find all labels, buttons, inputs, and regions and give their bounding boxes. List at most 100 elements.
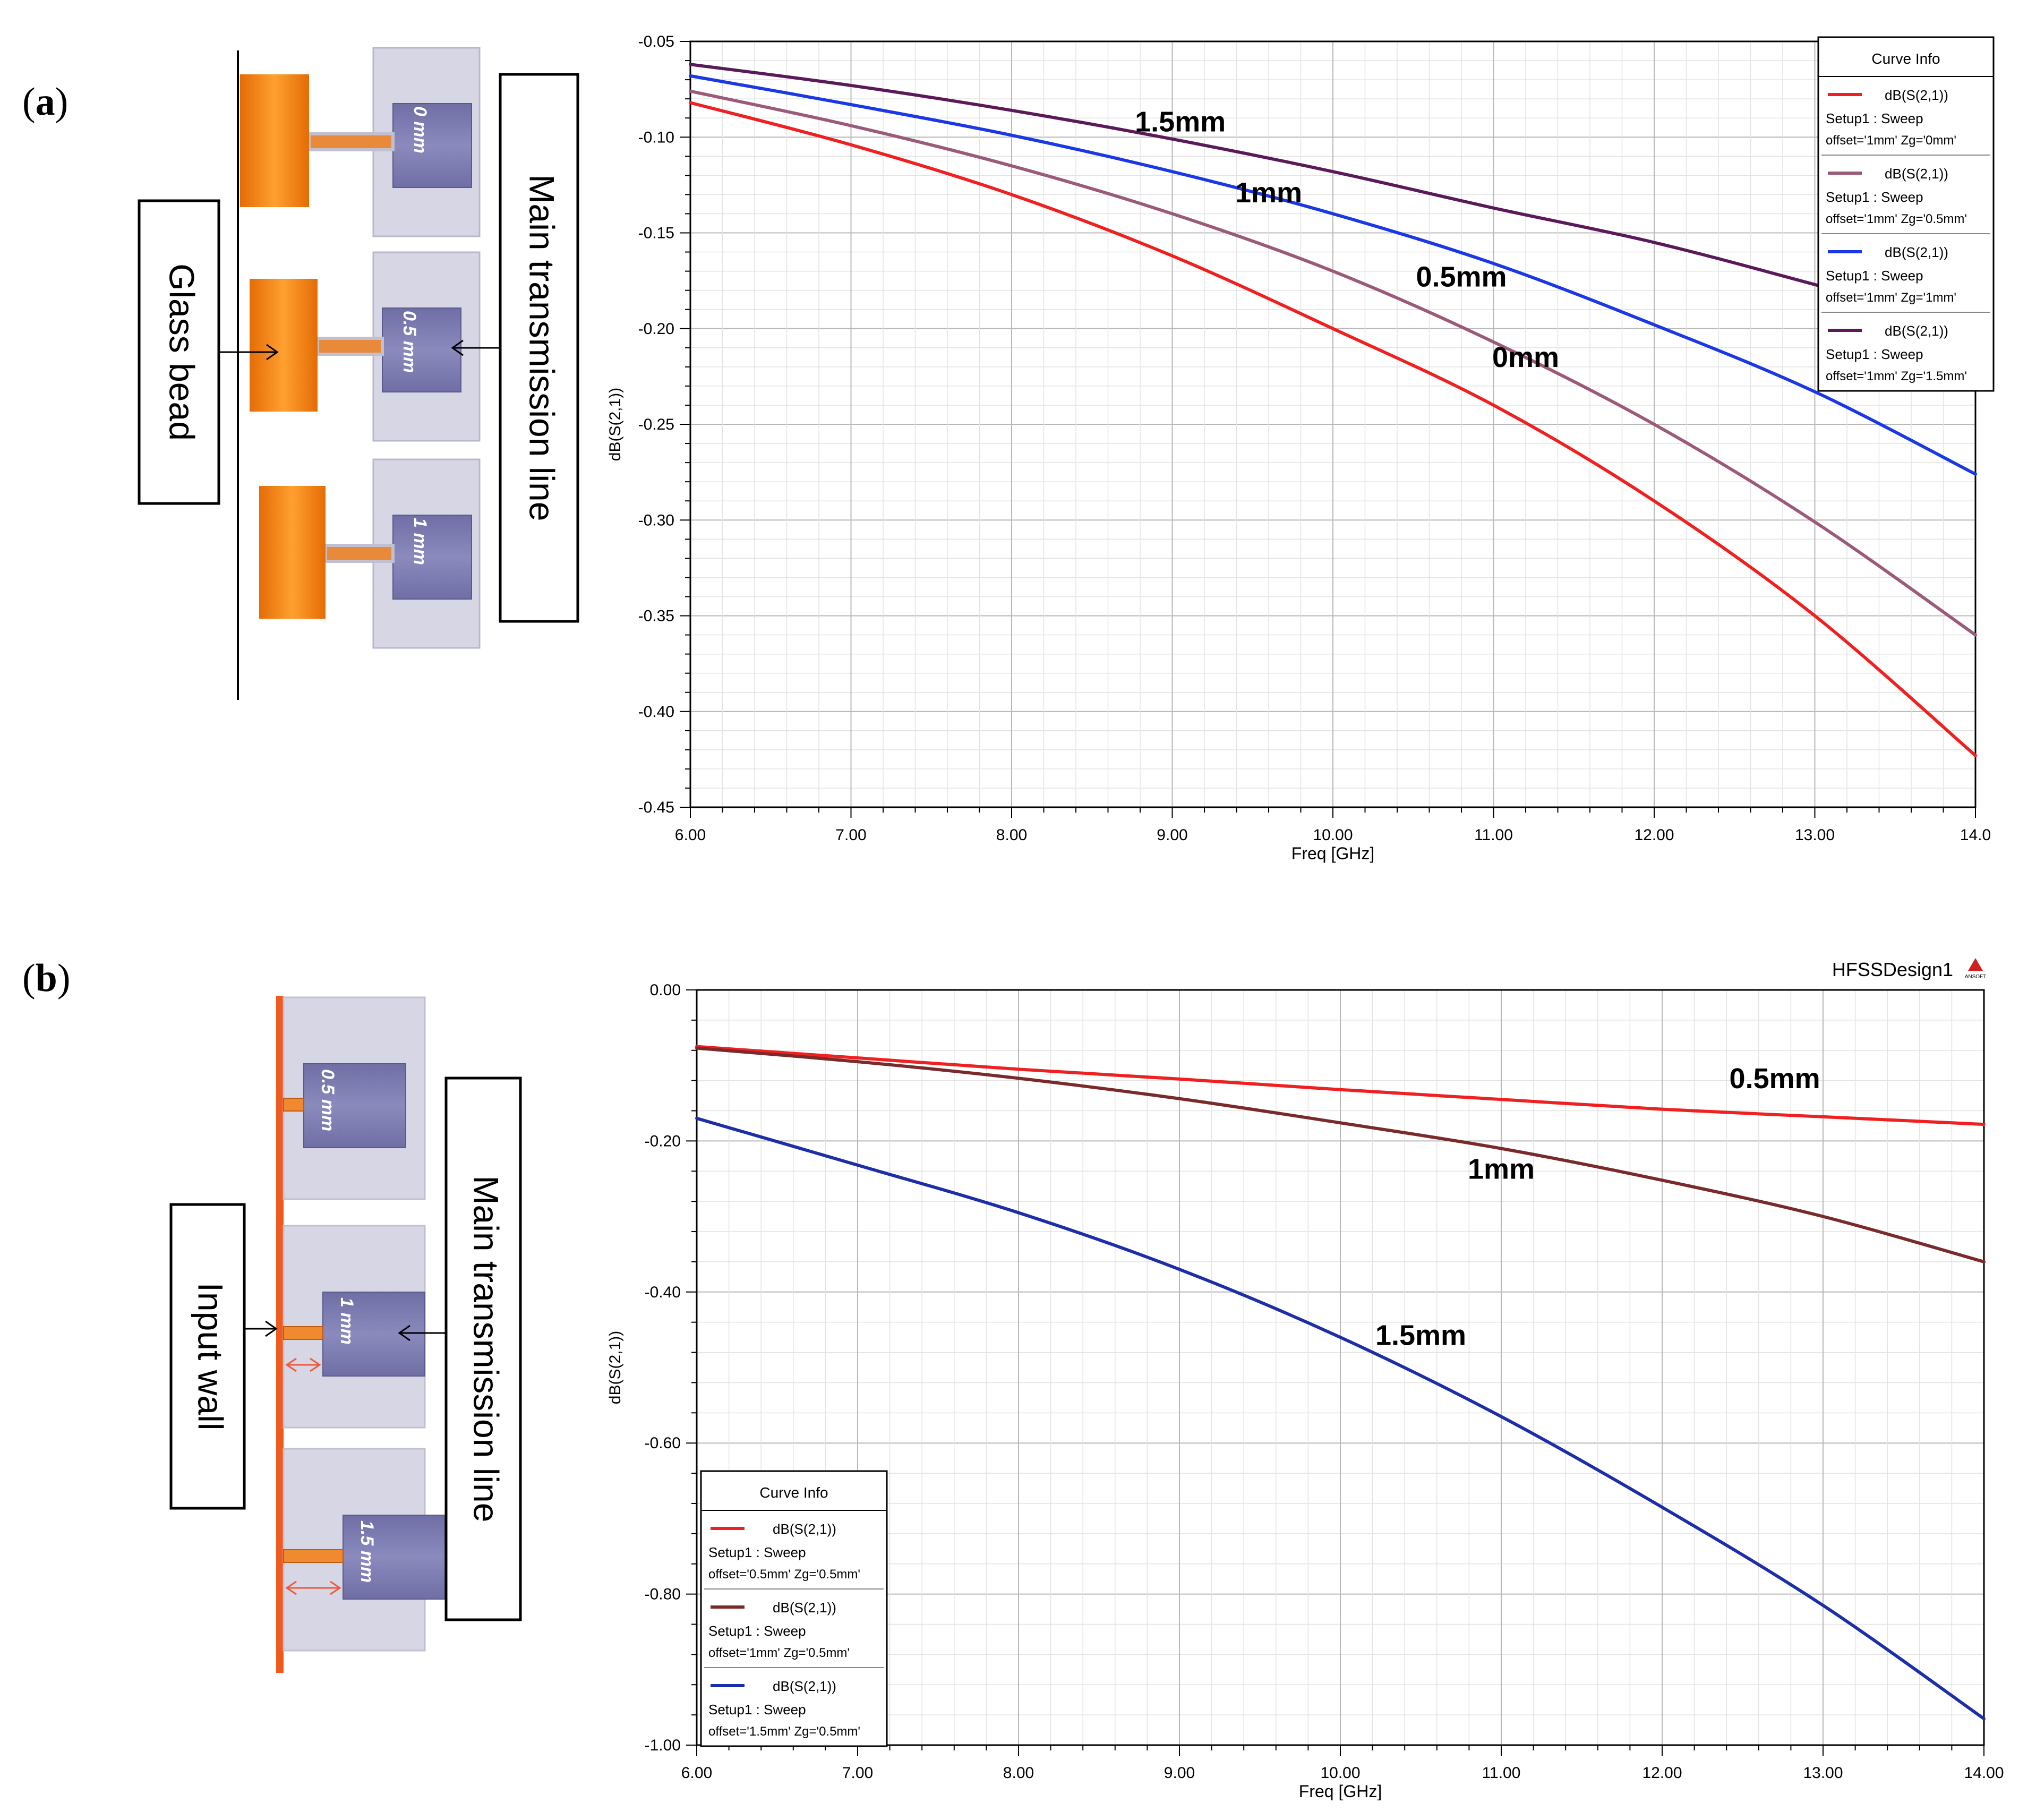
pin — [316, 337, 384, 356]
input-wall — [276, 996, 284, 1673]
chart-b-legend-setup: Setup1 : Sweep — [708, 1544, 806, 1560]
transmission-block — [392, 515, 472, 600]
chart-a-legend-setup: Setup1 : Sweep — [1826, 110, 1923, 126]
chart-a: -0.05 -0.10 -0.15 -0.20 -0.25 -0.30 -0.35 -0.40… — [606, 33, 1995, 863]
glass-bead-callout-box — [138, 199, 220, 505]
chart-b-legend-params: offset='0.5mm' Zg='0.5mm' — [708, 1567, 860, 1582]
chart-b-xtick-label: 6.00 — [681, 1764, 712, 1782]
transmission-line-callout-a-text: Main transmission line — [523, 175, 562, 522]
offset-label: 0 mm — [410, 106, 430, 153]
chart-a-xtick-label: 8.00 — [996, 826, 1027, 844]
chart-a-ytick-label: -0.40 — [638, 703, 674, 721]
chart-a-xtick-label: 9.00 — [1157, 826, 1187, 844]
panel-a-label: (a) — [22, 80, 69, 124]
chart-a-legend-setup: Setup1 : Sweep — [1826, 346, 1923, 362]
chart-a-legend-setup: Setup1 : Sweep — [1826, 268, 1923, 284]
transmission-block — [343, 1515, 446, 1600]
transmission-block — [392, 103, 472, 188]
transmission-line-callout-b-box — [444, 1076, 522, 1621]
chart-a-series-line-0 — [689, 101, 1977, 757]
chart-a-series-line-1 — [689, 89, 1977, 637]
chart-a-legend-name: dB(S(2,1)) — [1885, 244, 1948, 260]
chart-b-ytick-label: 0.00 — [650, 981, 681, 999]
glass-bead — [240, 74, 309, 207]
chart-a-ytick-label: -0.20 — [638, 320, 674, 338]
chart-a-ytick-label: -0.15 — [638, 225, 674, 242]
offset-dimension-head — [310, 1357, 321, 1372]
chart-a-xtick-label: 12.00 — [1634, 826, 1674, 844]
chart-b-series-line-0 — [695, 1045, 1986, 1126]
chart-a-xtick-label: 6.00 — [675, 826, 706, 844]
chart-b-series-line-1 — [695, 1046, 1986, 1263]
chart-b-annotation: 1.5mm — [1375, 1319, 1466, 1351]
chart-a-xtick-label: 13.00 — [1795, 826, 1835, 844]
offset-label: 1 mm — [410, 518, 430, 565]
chart-b-xlabel: Freq [GHz] — [1299, 1782, 1382, 1800]
transmission-block — [303, 1063, 406, 1148]
chart-b-xtick-label: 14.00 — [1964, 1764, 2004, 1782]
chart-a-plot-frame — [689, 40, 1977, 808]
chart-a-legend-params: offset='1mm' Zg='1mm' — [1826, 290, 1956, 305]
chart-a-legend-setup: Setup1 : Sweep — [1826, 189, 1923, 205]
chart-a-legend-name: dB(S(2,1)) — [1885, 87, 1948, 103]
design-title: HFSSDesign1 — [1832, 959, 1953, 980]
chart-b-legend-name: dB(S(2,1)) — [773, 1600, 836, 1616]
glass-bead-arrow-head — [266, 344, 279, 361]
offset-dimension-head — [285, 1580, 297, 1595]
chart-a-annotation: 0.5mm — [1416, 261, 1507, 293]
chart-b-legend-title: Curve Info — [759, 1484, 828, 1501]
chart-b-xtick-label: 13.00 — [1803, 1764, 1843, 1782]
input-wall-arrow-head — [265, 1320, 278, 1337]
chart-a-legend-params: offset='1mm' Zg='0.5mm' — [1826, 212, 1967, 226]
chart-a-ytick-label: -0.25 — [638, 416, 674, 433]
transmission-line-callout-a-box — [499, 73, 579, 623]
chart-a-xtick-label: 10.00 — [1313, 826, 1353, 844]
transmission-block — [322, 1292, 425, 1377]
chart-b-xtick-label: 9.00 — [1164, 1764, 1195, 1782]
glass-bead — [259, 486, 326, 619]
chart-a-ytick-label: -0.35 — [638, 608, 674, 625]
chart-a-annotation: 1.5mm — [1135, 106, 1226, 138]
chart-a-legend-name: dB(S(2,1)) — [1885, 166, 1948, 182]
chart-a-ytick-label: -0.05 — [638, 33, 674, 50]
chart-b-annotation: 0.5mm — [1730, 1063, 1820, 1095]
ansoft-logo-icon — [1968, 958, 1983, 971]
chart-a-ytick-label: -0.45 — [638, 799, 674, 816]
chart-b-xtick-label: 10.00 — [1320, 1764, 1360, 1782]
panel-b-label: (b) — [22, 956, 71, 1000]
chart-a-legend-name: dB(S(2,1)) — [1885, 323, 1948, 339]
chart-a-series-line-2 — [689, 74, 1977, 476]
chart-b-plot-frame — [696, 989, 1985, 1746]
pin — [283, 1549, 344, 1563]
offset-label: 1.5 mm — [357, 1520, 377, 1583]
pin — [307, 132, 395, 151]
chart-a-xtick-label: 14.0 — [1960, 826, 1991, 844]
chart-b-legend-params: offset='1mm' Zg='0.5mm' — [708, 1646, 850, 1660]
pin — [324, 544, 395, 563]
offset-dimension-head — [285, 1357, 297, 1372]
chart-b: 0.00 -0.20 -0.40 -0.60 -0.80 -1.006.00 7.00 8.0… — [606, 958, 2004, 1800]
chart-b-annotation: 1mm — [1468, 1153, 1535, 1185]
offset-dimension-head — [330, 1580, 341, 1595]
glass-bead — [250, 279, 318, 412]
transmission-line-arrow-b-head — [398, 1325, 410, 1341]
chart-b-xtick-label: 11.00 — [1482, 1764, 1521, 1782]
offset-label: 0.5 mm — [318, 1069, 338, 1131]
offset-label: 0.5 mm — [399, 311, 420, 373]
chart-b-ytick-label: -0.20 — [645, 1132, 681, 1150]
chart-b-series-line-2 — [695, 1116, 1986, 1721]
chart-a-ytick-label: -0.10 — [638, 129, 674, 146]
chart-b-legend-setup: Setup1 : Sweep — [708, 1623, 806, 1639]
chart-a-ytick-label: -0.30 — [638, 511, 674, 529]
chart-a-xtick-label: 7.00 — [835, 826, 866, 844]
transmission-line-callout-b-text: Main transmission line — [467, 1176, 506, 1523]
chart-b-ytick-label: -0.80 — [645, 1586, 681, 1603]
chart-b-legend-params: offset='1.5mm' Zg='0.5mm' — [708, 1724, 860, 1739]
chart-a-xlabel: Freq [GHz] — [1291, 844, 1374, 863]
chart-b-ytick-label: -0.40 — [645, 1284, 681, 1301]
chart-a-xtick-label: 11.00 — [1474, 826, 1513, 844]
transmission-block — [382, 307, 461, 392]
panel-a-diagram: 0 mm 0.5 mm 1 mm Glass bead Main transmissio… — [138, 47, 579, 700]
chart-b-legend-setup: Setup1 : Sweep — [708, 1702, 806, 1718]
panel-b-diagram: 0.5 mm 1 mm 1.5 mm Input wall Main transmiss… — [169, 996, 522, 1673]
